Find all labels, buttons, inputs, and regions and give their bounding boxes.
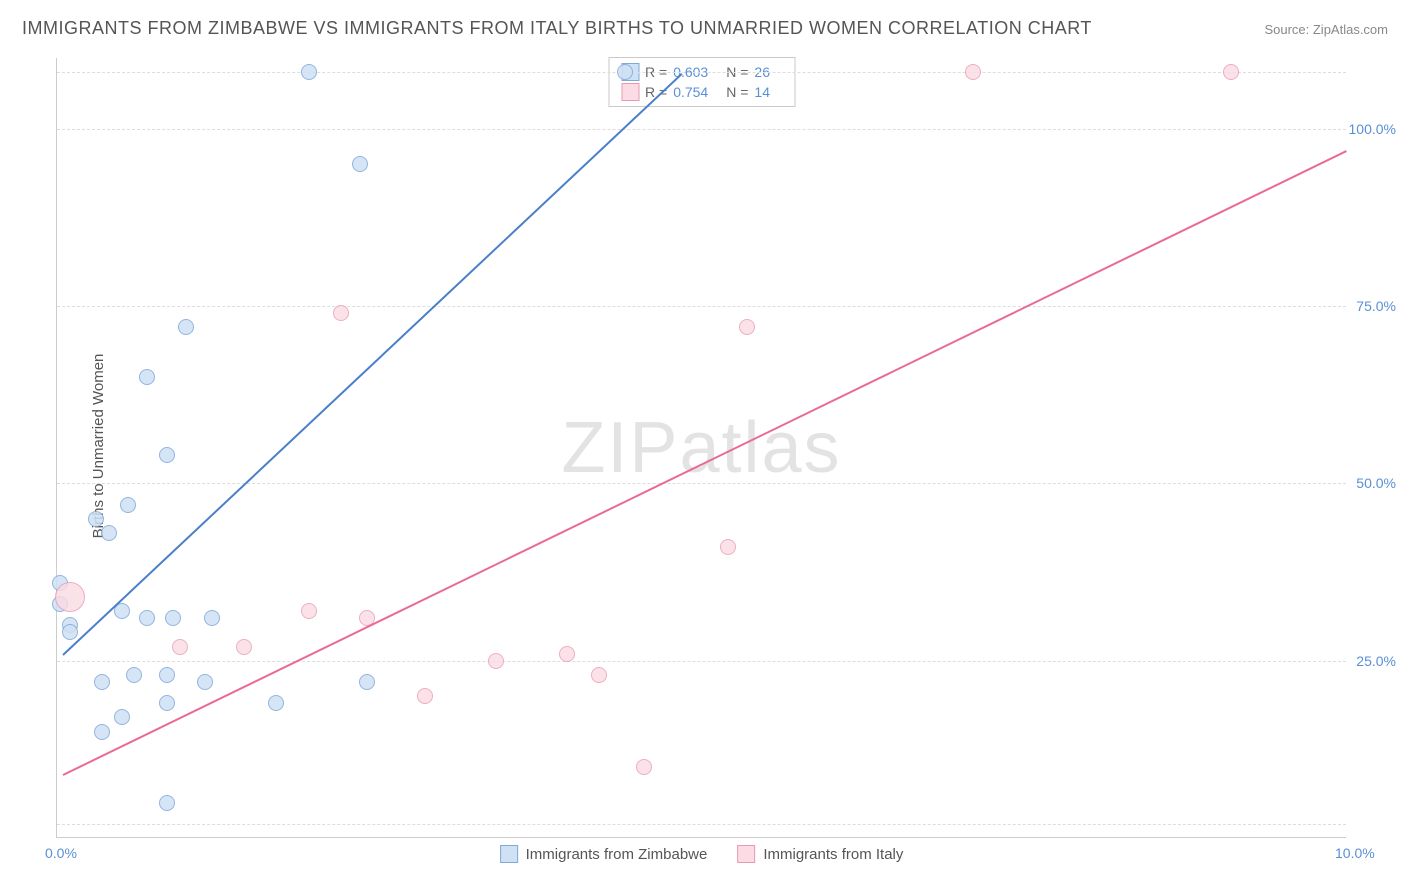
y-tick-label: 75.0% — [1356, 298, 1396, 314]
y-tick-label: 25.0% — [1356, 653, 1396, 669]
legend-swatch-zimbabwe — [500, 845, 518, 863]
data-point-zimbabwe — [204, 610, 220, 626]
source-label: Source: — [1264, 22, 1312, 37]
data-point-zimbabwe — [139, 610, 155, 626]
n-value-italy: 14 — [754, 84, 770, 100]
legend-item-zimbabwe: Immigrants from Zimbabwe — [500, 845, 708, 863]
trend-line-zimbabwe — [63, 72, 684, 655]
data-point-italy — [591, 667, 607, 683]
x-tick-label: 10.0% — [1335, 845, 1375, 861]
source-attribution: Source: ZipAtlas.com — [1264, 22, 1388, 37]
data-point-zimbabwe — [268, 695, 284, 711]
data-point-italy — [333, 305, 349, 321]
data-point-italy — [720, 539, 736, 555]
data-point-italy — [965, 64, 981, 80]
legend-stat-row-italy: R =0.754N =14 — [621, 82, 782, 102]
data-point-zimbabwe — [139, 369, 155, 385]
data-point-italy — [55, 582, 85, 612]
data-point-zimbabwe — [301, 64, 317, 80]
data-point-zimbabwe — [94, 674, 110, 690]
y-tick-label: 50.0% — [1356, 475, 1396, 491]
data-point-zimbabwe — [101, 525, 117, 541]
gridline — [57, 483, 1346, 484]
source-name: ZipAtlas.com — [1313, 22, 1388, 37]
data-point-italy — [739, 319, 755, 335]
data-point-italy — [236, 639, 252, 655]
data-point-italy — [417, 688, 433, 704]
data-point-italy — [1223, 64, 1239, 80]
legend-item-italy: Immigrants from Italy — [737, 845, 903, 863]
scatter-chart: ZIPatlas R =0.603N =26R =0.754N =14 Immi… — [56, 58, 1346, 838]
n-label: N = — [726, 84, 748, 100]
data-point-zimbabwe — [120, 497, 136, 513]
data-point-zimbabwe — [62, 624, 78, 640]
data-point-zimbabwe — [165, 610, 181, 626]
trend-line-italy — [63, 150, 1347, 776]
legend-label-italy: Immigrants from Italy — [763, 846, 903, 863]
legend-swatch-italy — [737, 845, 755, 863]
data-point-zimbabwe — [94, 724, 110, 740]
gridline — [57, 306, 1346, 307]
legend-label-zimbabwe: Immigrants from Zimbabwe — [526, 846, 708, 863]
gridline — [57, 72, 1346, 73]
data-point-italy — [636, 759, 652, 775]
data-point-zimbabwe — [159, 795, 175, 811]
watermark-thin: atlas — [679, 408, 841, 488]
data-point-zimbabwe — [159, 667, 175, 683]
r-value-italy: 0.754 — [673, 84, 708, 100]
data-point-zimbabwe — [159, 447, 175, 463]
gridline — [57, 661, 1346, 662]
gridline — [57, 129, 1346, 130]
data-point-zimbabwe — [352, 156, 368, 172]
data-point-zimbabwe — [88, 511, 104, 527]
x-tick-label: 0.0% — [45, 845, 77, 861]
legend-swatch-italy — [621, 83, 639, 101]
y-tick-label: 100.0% — [1349, 121, 1396, 137]
series-legend: Immigrants from Zimbabwe Immigrants from … — [500, 845, 904, 863]
data-point-zimbabwe — [126, 667, 142, 683]
watermark-logo: ZIPatlas — [561, 407, 841, 489]
data-point-italy — [172, 639, 188, 655]
data-point-zimbabwe — [359, 674, 375, 690]
data-point-zimbabwe — [197, 674, 213, 690]
data-point-italy — [488, 653, 504, 669]
data-point-italy — [301, 603, 317, 619]
data-point-zimbabwe — [178, 319, 194, 335]
chart-title: IMMIGRANTS FROM ZIMBABWE VS IMMIGRANTS F… — [22, 18, 1092, 39]
data-point-zimbabwe — [159, 695, 175, 711]
data-point-italy — [559, 646, 575, 662]
correlation-legend: R =0.603N =26R =0.754N =14 — [608, 57, 795, 107]
watermark-bold: ZIP — [561, 408, 679, 488]
data-point-zimbabwe — [617, 64, 633, 80]
gridline — [57, 824, 1346, 825]
data-point-zimbabwe — [114, 709, 130, 725]
